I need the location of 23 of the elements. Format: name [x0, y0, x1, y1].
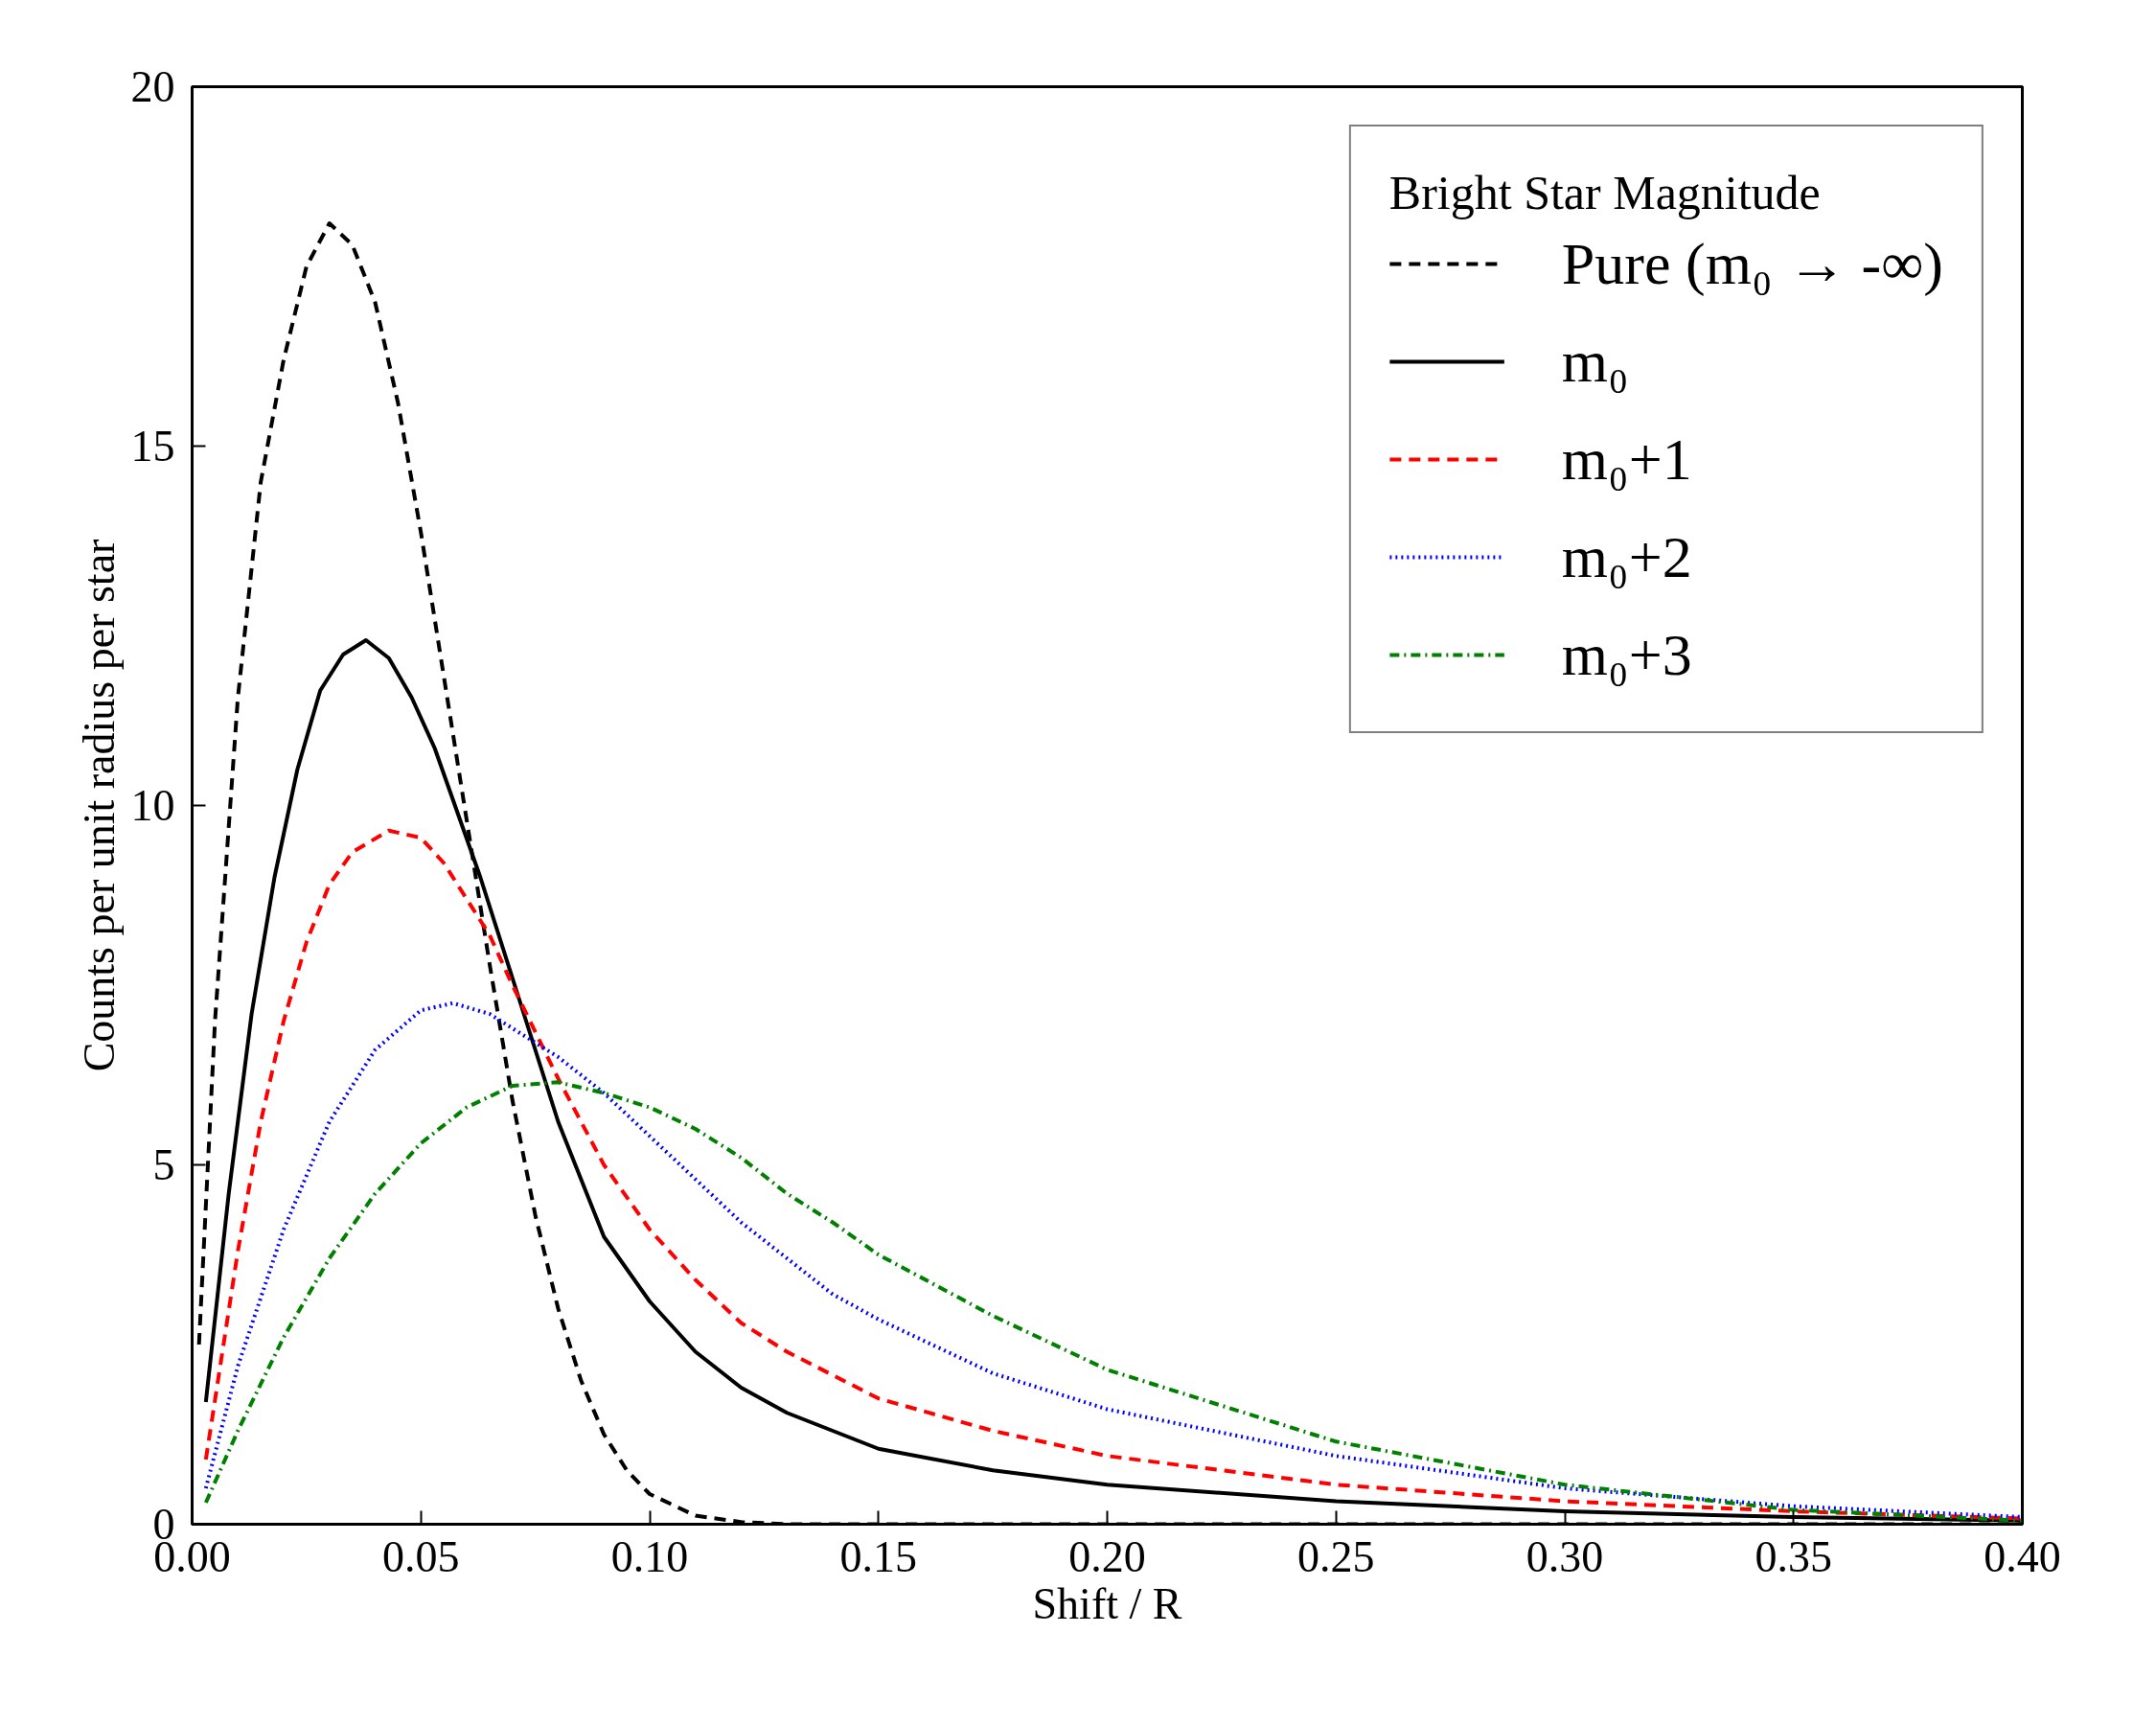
x-tick-label: 0.30	[1525, 1531, 1604, 1581]
legend-label: m₀+2	[1561, 522, 1692, 591]
x-tick-label: 0.20	[1068, 1531, 1146, 1581]
y-axis-title: Counts per unit radius per star	[74, 539, 124, 1072]
y-tick-label: 10	[130, 781, 175, 830]
x-tick-label: 0.35	[1755, 1531, 1832, 1581]
x-tick-label: 0.10	[610, 1531, 689, 1581]
x-tick-label: 0.05	[382, 1531, 460, 1581]
line-series	[203, 1080, 2023, 1523]
legend-label: m₀+3	[1561, 620, 1692, 689]
legend-label: m₀+1	[1561, 425, 1692, 494]
legend-label: Pure (m₀ → -∞)	[1561, 229, 1943, 298]
y-tick-label: 5	[152, 1140, 175, 1189]
x-tick-label: 0.15	[839, 1531, 917, 1581]
x-tick-label: 0.25	[1297, 1531, 1375, 1581]
legend-label: m₀	[1561, 327, 1629, 396]
y-tick-label: 20	[130, 62, 175, 111]
line-series	[203, 1000, 2023, 1519]
x-tick-label: 0.40	[1984, 1531, 2061, 1581]
legend-title: Bright Star Magnitude	[1388, 165, 1822, 220]
y-tick-label: 15	[130, 422, 175, 471]
x-axis-title: Shift / R	[1032, 1578, 1182, 1628]
line-series	[203, 828, 2023, 1521]
